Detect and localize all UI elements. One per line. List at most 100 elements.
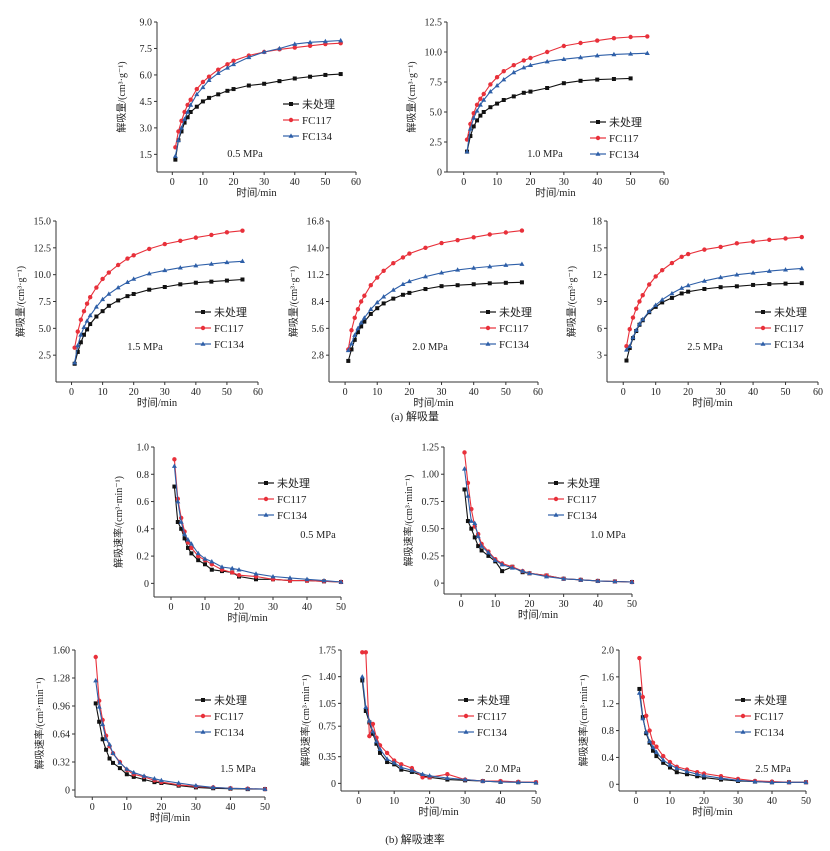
data-point <box>346 358 351 363</box>
data-point <box>769 779 775 785</box>
data-point <box>378 750 382 755</box>
data-point <box>544 49 550 55</box>
data-point <box>175 137 181 143</box>
series-FC134 <box>623 265 805 352</box>
data-point <box>381 301 386 306</box>
data-point <box>636 690 642 695</box>
y-tick-label: 10.0 <box>425 48 443 59</box>
data-point <box>207 95 212 100</box>
data-point <box>643 729 649 734</box>
data-point <box>533 780 539 785</box>
y-tick-label: 10.0 <box>34 270 52 281</box>
data-point <box>799 234 804 240</box>
data-point <box>462 487 467 492</box>
data-point <box>669 260 675 266</box>
data-point <box>262 81 267 86</box>
data-point <box>427 773 433 778</box>
data-point <box>640 293 645 298</box>
pressure-label: 0.5 MPa <box>300 530 336 541</box>
data-point <box>261 49 267 54</box>
data-point <box>182 536 187 541</box>
data-point <box>628 76 633 81</box>
data-point <box>236 572 242 578</box>
y-tick-label: 6.0 <box>140 70 153 81</box>
data-point <box>674 770 679 775</box>
data-point <box>182 120 187 125</box>
y-tick-label: 2.5 <box>430 138 443 149</box>
data-point <box>225 62 230 67</box>
data-point <box>117 766 122 771</box>
data-point <box>182 531 188 537</box>
data-point <box>111 760 115 765</box>
data-point <box>500 569 505 574</box>
data-point <box>323 72 328 77</box>
data-point <box>349 347 354 352</box>
data-point <box>624 358 629 363</box>
chart-a-3: 0 10 20 30 40 50 60 2.5 5.0 7.5 10.0 12.5 15.0 时间/min… <box>14 217 263 410</box>
data-point <box>75 342 81 348</box>
x-tick-label: 30 <box>259 177 269 188</box>
series-FC117 <box>72 228 245 350</box>
x-tick-label: 10 <box>200 602 210 613</box>
legend-label: 未处理 <box>214 694 247 707</box>
legend-label: FC134 <box>477 727 507 739</box>
data-point <box>355 330 360 335</box>
data-point <box>561 81 566 86</box>
legend-marker <box>553 512 559 517</box>
data-point <box>630 334 636 340</box>
data-point <box>224 259 230 265</box>
chart-b-9: 0 10 20 30 40 50 0 0.35 0.75 1.05 1.40 1.75 时间/min 解吸… <box>299 646 541 819</box>
data-point <box>594 53 600 58</box>
series-FC134 <box>172 37 344 158</box>
data-point <box>224 65 230 70</box>
data-point <box>391 296 396 301</box>
data-point <box>439 270 445 275</box>
x-tick-label: 40 <box>191 387 201 398</box>
series-line <box>463 468 633 583</box>
data-point <box>78 317 84 322</box>
data-point <box>481 91 486 97</box>
data-point <box>501 69 506 74</box>
data-point <box>487 281 492 286</box>
data-point <box>374 741 379 746</box>
data-point <box>131 769 137 775</box>
data-point <box>131 774 136 779</box>
data-point <box>734 284 739 289</box>
data-point <box>352 315 357 320</box>
y-tick-label: 0.75 <box>319 722 337 733</box>
legend: 未处理 FC117 FC134 <box>735 694 787 739</box>
data-point <box>363 708 368 713</box>
data-point <box>472 535 477 540</box>
data-point <box>254 577 258 582</box>
data-point <box>194 86 199 92</box>
data-point <box>292 76 297 81</box>
data-point <box>528 55 533 61</box>
data-point <box>203 562 207 567</box>
data-point <box>104 747 109 752</box>
y-tick-label: 3.0 <box>140 123 153 134</box>
data-point <box>175 520 180 524</box>
data-point <box>124 279 130 284</box>
legend-label: 未处理 <box>477 694 510 707</box>
y-axis-label: 解吸速率/(cm³·min⁻¹) <box>299 675 312 767</box>
x-tick-label: 0 <box>634 796 639 807</box>
x-tick-label: 20 <box>683 387 693 398</box>
data-point <box>686 289 691 294</box>
x-axis-label: 时间/min <box>692 396 733 409</box>
y-tick-label: 2.8 <box>312 351 325 362</box>
data-point <box>158 777 164 783</box>
y-tick-label: 1.75 <box>319 646 337 657</box>
data-point <box>391 260 396 266</box>
data-point <box>208 261 214 266</box>
data-point <box>384 756 390 761</box>
data-point <box>176 780 182 785</box>
x-tick-label: 20 <box>156 802 166 813</box>
data-point <box>94 314 99 319</box>
legend-marker <box>741 698 745 702</box>
data-point <box>695 774 700 779</box>
legend: 未处理 FC117 FC134 <box>755 306 807 351</box>
legend-marker <box>463 713 469 719</box>
data-point <box>684 768 690 774</box>
data-point <box>485 550 491 555</box>
data-point <box>178 519 184 524</box>
